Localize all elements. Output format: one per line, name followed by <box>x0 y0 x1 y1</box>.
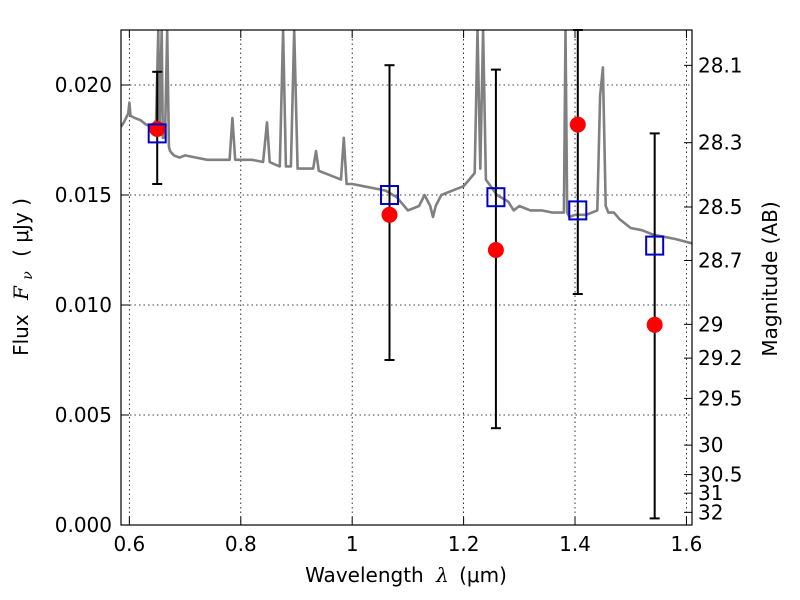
x-tick-label: 1.6 <box>671 532 703 556</box>
right-tick-label: 31 <box>698 481 723 505</box>
observed-points-layer <box>149 116 663 333</box>
right-tick-label: 28.5 <box>698 195 743 219</box>
model-photometry-point-4 <box>645 235 665 256</box>
observed-point-1 <box>381 206 398 223</box>
model-photometry-point-3 <box>568 200 588 221</box>
x-axis-label-prefix: Wavelength <box>305 563 424 587</box>
right-axis-label: Magnitude (AB) <box>758 201 782 356</box>
y-tick-label: 0.000 <box>55 513 112 537</box>
y-axis-label-unit: ( μJy ) <box>9 198 33 257</box>
model-photometry-layer <box>147 123 665 256</box>
right-tick-label: 29 <box>698 312 723 336</box>
y-tick-label: 0.015 <box>55 183 112 207</box>
sed-model-layer <box>121 30 692 245</box>
x-tick-label: 0.8 <box>225 532 257 556</box>
observed-point-3 <box>569 116 586 133</box>
x-tick-label: 1.4 <box>559 532 591 556</box>
right-tick-label: 30 <box>698 433 723 457</box>
grid-layer <box>121 30 692 526</box>
right-tick-label: 28.7 <box>698 249 743 273</box>
model-photometry-point-2 <box>486 187 506 208</box>
observed-point-2 <box>487 242 504 258</box>
y-axis-label: Flux F ν ( μJy ) <box>9 198 37 356</box>
observed-point-4 <box>646 316 663 333</box>
y-tick-label: 0.005 <box>55 403 112 427</box>
plot-frame <box>120 29 693 526</box>
errorbar-layer <box>152 29 660 520</box>
x-axis-label: Wavelength λ (μm) <box>305 563 507 587</box>
model-photometry-point-1 <box>380 185 400 205</box>
right-tick-label: 32 <box>698 500 723 524</box>
x-axis-label-symbol: λ <box>435 563 449 587</box>
y-axis-label-symbol: F <box>9 285 33 301</box>
x-axis-label-unit: (μm) <box>459 563 507 587</box>
right-tick-label: 28.1 <box>698 53 743 77</box>
x-tick-label: 1 <box>346 532 359 556</box>
y-axis-label-prefix: Flux <box>9 314 33 356</box>
y-tick-label: 0.020 <box>55 73 112 97</box>
right-tick-label: 29.5 <box>698 386 743 410</box>
x-tick-label: 0.6 <box>113 532 145 556</box>
right-tick-label: 30.5 <box>698 463 743 487</box>
ticks-layer: 0.6 0.8 1 1.2 1.4 1.6 0.000 0.005 0.010 0.015 0.02… <box>55 30 743 556</box>
right-tick-label: 29.2 <box>698 346 743 370</box>
sed-model-line <box>121 30 692 245</box>
model-photometry-point-0 <box>147 123 167 144</box>
y-axis-label-subscript: ν <box>20 271 36 280</box>
right-tick-label: 28.3 <box>698 131 743 155</box>
y-tick-label: 0.010 <box>55 293 112 317</box>
x-tick-label: 1.2 <box>448 532 480 556</box>
